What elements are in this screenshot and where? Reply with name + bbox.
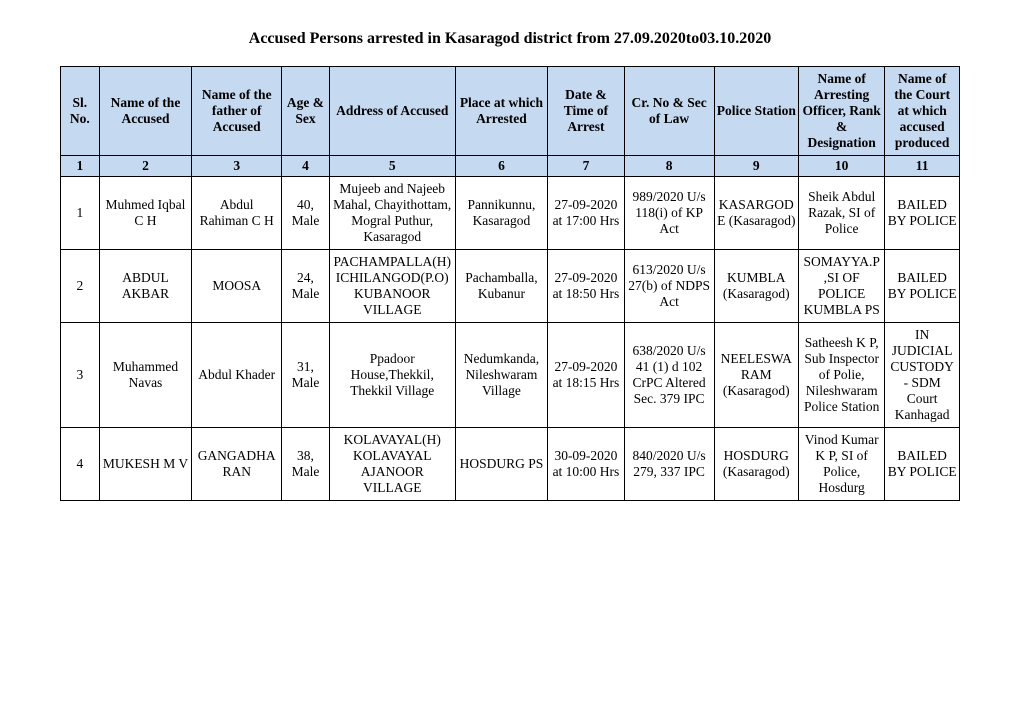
table-body: 1Muhmed Iqbal C HAbdul Rahiman C H40, Ma…	[61, 177, 960, 501]
table-cell: 30-09-2020 at 10:00 Hrs	[548, 428, 624, 501]
col-header: Police Station	[714, 67, 799, 156]
table-cell: HOSDURG (Kasaragod)	[714, 428, 799, 501]
table-cell: Nedumkanda, Nileshwaram Village	[455, 323, 548, 428]
table-cell: 989/2020 U/s 118(i) of KP Act	[624, 177, 714, 250]
table-cell: PACHAMPALLA(H) ICHILANGOD(P.O) KUBANOOR …	[329, 250, 455, 323]
table-cell: Satheesh K P, Sub Inspector of Polie, Ni…	[799, 323, 885, 428]
table-cell: KUMBLA (Kasaragod)	[714, 250, 799, 323]
table-cell: BAILED BY POLICE	[885, 428, 960, 501]
col-number: 5	[329, 156, 455, 177]
table-cell: MUKESH M V	[99, 428, 192, 501]
col-header: Address of Accused	[329, 67, 455, 156]
table-cell: 3	[61, 323, 100, 428]
table-header-row: Sl. No. Name of the Accused Name of the …	[61, 67, 960, 156]
table-cell: Sheik Abdul Razak, SI of Police	[799, 177, 885, 250]
table-cell: NEELESWARAM (Kasaragod)	[714, 323, 799, 428]
table-cell: 27-09-2020 at 17:00 Hrs	[548, 177, 624, 250]
table-cell: 24, Male	[282, 250, 330, 323]
col-header: Sl. No.	[61, 67, 100, 156]
table-cell: Abdul Khader	[192, 323, 282, 428]
table-cell: ABDUL AKBAR	[99, 250, 192, 323]
table-cell: Vinod Kumar K P, SI of Police, Hosdurg	[799, 428, 885, 501]
table-cell: Mujeeb and Najeeb Mahal, Chayithottam, M…	[329, 177, 455, 250]
col-header: Name of Arresting Officer, Rank & Design…	[799, 67, 885, 156]
table-cell: 4	[61, 428, 100, 501]
col-header: Place at which Arrested	[455, 67, 548, 156]
col-number: 10	[799, 156, 885, 177]
table-cell: BAILED BY POLICE	[885, 177, 960, 250]
col-number: 11	[885, 156, 960, 177]
table-cell: BAILED BY POLICE	[885, 250, 960, 323]
table-cell: 840/2020 U/s 279, 337 IPC	[624, 428, 714, 501]
col-number: 6	[455, 156, 548, 177]
col-number: 8	[624, 156, 714, 177]
table-cell: HOSDURG PS	[455, 428, 548, 501]
table-cell: Pachamballa, Kubanur	[455, 250, 548, 323]
table-cell: 1	[61, 177, 100, 250]
table-row: 3Muhammed NavasAbdul Khader31, MalePpado…	[61, 323, 960, 428]
table-cell: Abdul Rahiman C H	[192, 177, 282, 250]
table-row: 2ABDUL AKBARMOOSA24, MalePACHAMPALLA(H) …	[61, 250, 960, 323]
page-title: Accused Persons arrested in Kasaragod di…	[60, 30, 960, 48]
table-cell: Ppadoor House,Thekkil, Thekkil Village	[329, 323, 455, 428]
col-number: 2	[99, 156, 192, 177]
table-cell: 638/2020 U/s 41 (1) d 102 CrPC Altered S…	[624, 323, 714, 428]
col-header: Name of the Accused	[99, 67, 192, 156]
col-number: 1	[61, 156, 100, 177]
table-cell: KOLAVAYAL(H) KOLAVAYAL AJANOOR VILLAGE	[329, 428, 455, 501]
table-row: 1Muhmed Iqbal C HAbdul Rahiman C H40, Ma…	[61, 177, 960, 250]
table-cell: 613/2020 U/s 27(b) of NDPS Act	[624, 250, 714, 323]
table-cell: 31, Male	[282, 323, 330, 428]
table-cell: Muhammed Navas	[99, 323, 192, 428]
table-row: 4MUKESH M VGANGADHARAN38, MaleKOLAVAYAL(…	[61, 428, 960, 501]
table-cell: 27-09-2020 at 18:50 Hrs	[548, 250, 624, 323]
col-header: Date & Time of Arrest	[548, 67, 624, 156]
col-number: 3	[192, 156, 282, 177]
col-header: Cr. No & Sec of Law	[624, 67, 714, 156]
table-cell: IN JUDICIAL CUSTODY - SDM Court Kanhagad	[885, 323, 960, 428]
table-cell: 27-09-2020 at 18:15 Hrs	[548, 323, 624, 428]
table-cell: 2	[61, 250, 100, 323]
col-header: Name of the Court at which accused produ…	[885, 67, 960, 156]
arrests-table: Sl. No. Name of the Accused Name of the …	[60, 66, 960, 501]
col-header: Age & Sex	[282, 67, 330, 156]
table-cell: MOOSA	[192, 250, 282, 323]
table-cell: 40, Male	[282, 177, 330, 250]
col-number: 7	[548, 156, 624, 177]
col-number: 9	[714, 156, 799, 177]
table-cell: Muhmed Iqbal C H	[99, 177, 192, 250]
table-number-row: 1 2 3 4 5 6 7 8 9 10 11	[61, 156, 960, 177]
col-header: Name of the father of Accused	[192, 67, 282, 156]
table-cell: GANGADHARAN	[192, 428, 282, 501]
col-number: 4	[282, 156, 330, 177]
table-cell: KASARGODE (Kasaragod)	[714, 177, 799, 250]
table-cell: 38, Male	[282, 428, 330, 501]
table-cell: SOMAYYA.P ,SI OF POLICE KUMBLA PS	[799, 250, 885, 323]
table-cell: Pannikunnu, Kasaragod	[455, 177, 548, 250]
